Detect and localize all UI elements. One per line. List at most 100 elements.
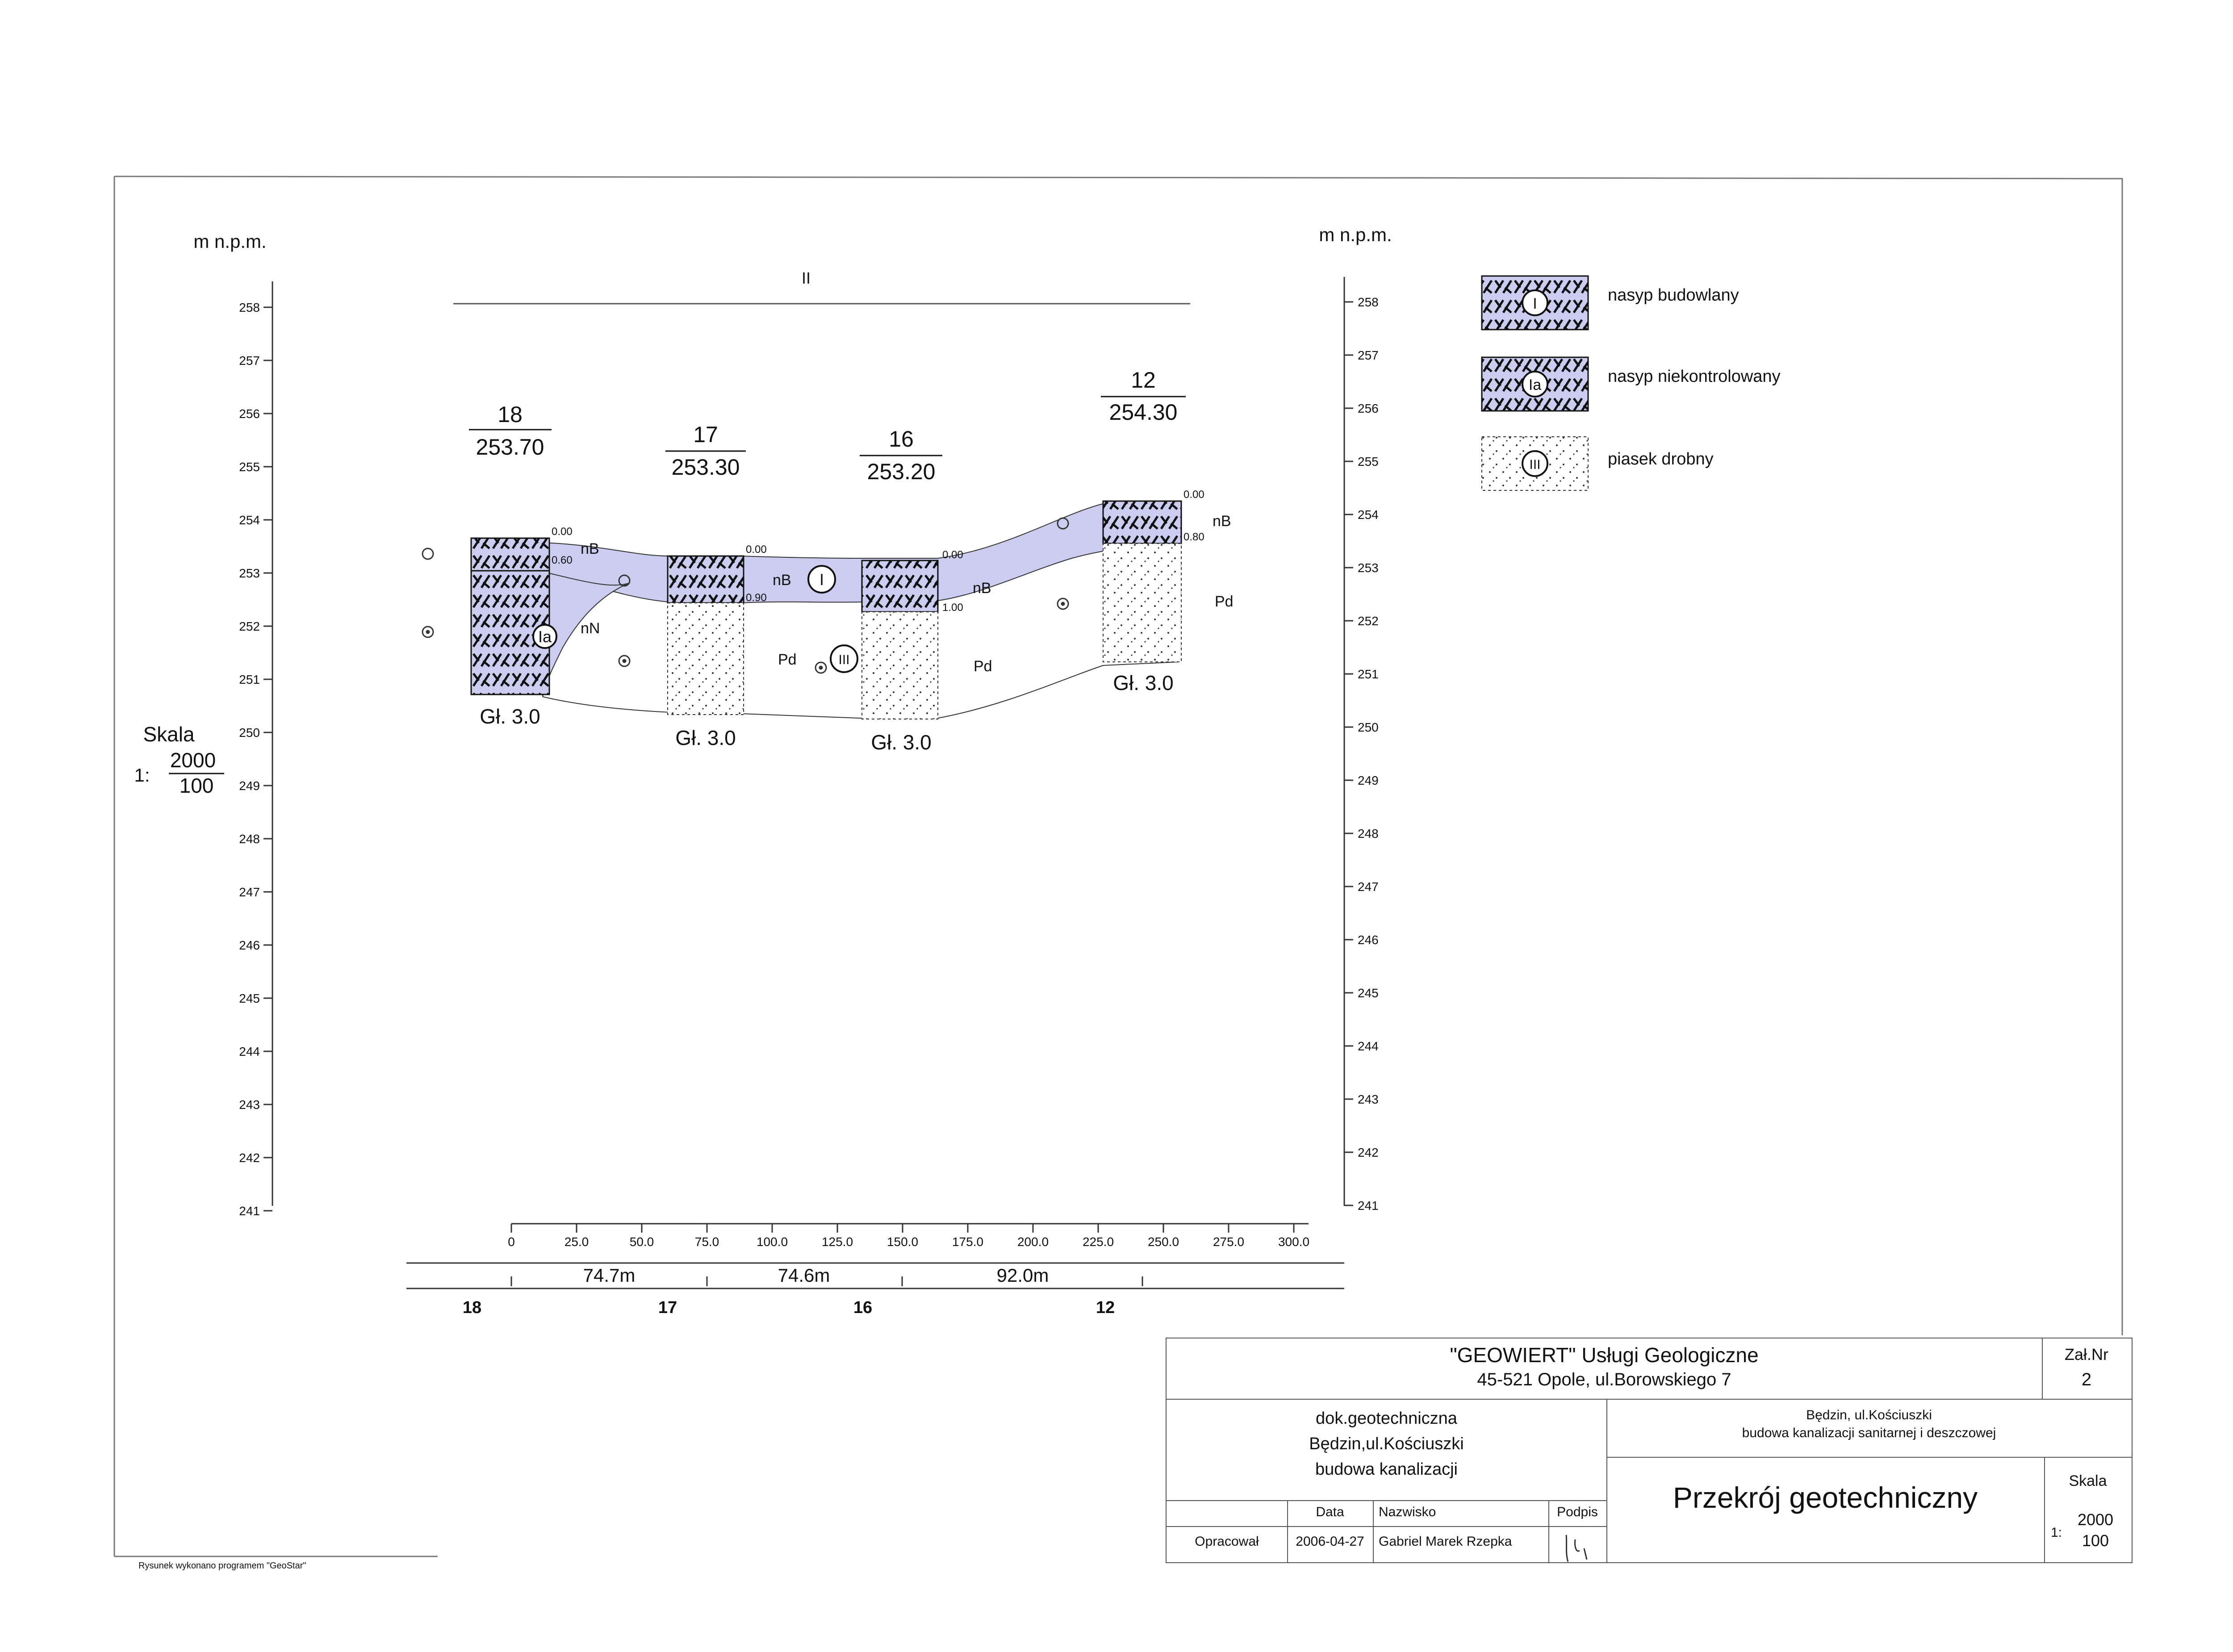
left-elevation-ticks: 258 257 256 255 254 253 252 251 250 249 248 247 246 2… bbox=[239, 301, 272, 1218]
tb-location-line2: budowa kanalizacji sanitarnej i deszczow… bbox=[1742, 1426, 1996, 1440]
tb-drawing-title: Przekrój geotechniczny bbox=[1673, 1481, 1978, 1514]
tb-role: Opracował bbox=[1195, 1534, 1259, 1549]
borehole-17-top-depth: 0.00 bbox=[746, 544, 767, 556]
tb-zal-value: 2 bbox=[2081, 1370, 2092, 1389]
tb-address: 45-521 Opole, ul.Borowskiego 7 bbox=[1477, 1370, 1731, 1389]
borehole-18-soil-code-marker bbox=[532, 624, 557, 649]
tb-signature bbox=[1565, 1535, 1588, 1562]
title-block: "GEOWIERT" Usługi Geologiczne 45-521 Opo… bbox=[1166, 1338, 2133, 1563]
right-tick-label-257: 257 bbox=[1358, 348, 1379, 362]
x-tick-label-10: 250.0 bbox=[1148, 1235, 1179, 1249]
label-Pd-3: Pd bbox=[1215, 593, 1234, 610]
right-tick-label-255: 255 bbox=[1358, 455, 1379, 468]
left-tick-label-243: 243 bbox=[239, 1098, 260, 1112]
right-tick-label-244: 244 bbox=[1358, 1039, 1379, 1053]
left-tick-label-242: 242 bbox=[239, 1151, 260, 1165]
borehole-17-boundary-depth: 0.90 bbox=[746, 592, 767, 604]
borehole-17 bbox=[667, 555, 744, 715]
left-tick-label-249: 249 bbox=[239, 779, 260, 793]
legend-code-Ia-marker bbox=[1522, 371, 1548, 397]
right-tick-label-246: 246 bbox=[1358, 933, 1379, 947]
borehole-12-layer-III bbox=[1103, 543, 1182, 662]
right-elevation-ticks: 258 257 256 255 254 253 252 251 250 249 248 247 246 2… bbox=[1344, 295, 1379, 1213]
x-tick-label-9: 225.0 bbox=[1083, 1235, 1114, 1249]
right-tick-label-250: 250 bbox=[1358, 720, 1379, 734]
tb-author: Gabriel Marek Rzepka bbox=[1379, 1534, 1512, 1549]
symbol-circle-6 bbox=[1057, 517, 1069, 530]
borehole-12-boundary-depth: 0.80 bbox=[1183, 531, 1204, 543]
borehole-16-layer-III bbox=[861, 611, 938, 719]
legend: I nasyp budowlany Ia nasyp niekontrolowa… bbox=[1481, 275, 1781, 491]
tb-scale-prefix: 1: bbox=[2051, 1525, 2062, 1540]
legend-code-I: I bbox=[1533, 295, 1537, 312]
borehole-16-top-depth: 0.00 bbox=[942, 549, 963, 561]
borehole-18: Ia bbox=[470, 537, 557, 695]
right-tick-label-256: 256 bbox=[1358, 401, 1379, 415]
right-axis-unit: m n.p.m. bbox=[1319, 224, 1392, 245]
left-tick-label-255: 255 bbox=[239, 460, 260, 474]
distance-18-17: 74.7m bbox=[583, 1265, 636, 1286]
x-tick-label-6: 150.0 bbox=[887, 1235, 918, 1249]
scale-vertical: 100 bbox=[180, 774, 214, 797]
tb-date: 2006-04-27 bbox=[1296, 1534, 1364, 1549]
left-tick-label-257: 257 bbox=[239, 354, 260, 368]
x-tick-label-2: 50.0 bbox=[630, 1235, 654, 1249]
left-tick-label-252: 252 bbox=[239, 619, 260, 633]
borehole-16-boundary-depth: 1.00 bbox=[942, 602, 963, 614]
left-tick-label-258: 258 bbox=[239, 301, 260, 314]
right-tick-label-243: 243 bbox=[1358, 1092, 1379, 1106]
left-tick-label-245: 245 bbox=[239, 991, 260, 1005]
footer-note: Rysunek wykonano programem "GeoStar" bbox=[138, 1561, 306, 1571]
right-tick-label-258: 258 bbox=[1358, 295, 1379, 309]
scale-label: Skala bbox=[143, 723, 194, 746]
left-tick-label-244: 244 bbox=[239, 1045, 260, 1058]
legend-code-III-marker bbox=[1522, 450, 1548, 477]
borehole-12-elevation: 254.30 bbox=[1109, 400, 1178, 425]
x-tick-label-8: 200.0 bbox=[1017, 1235, 1049, 1249]
symbol-circle-2 bbox=[422, 626, 434, 638]
borehole-18-boundary-depth: 0.60 bbox=[552, 554, 573, 566]
right-tick-label-249: 249 bbox=[1358, 774, 1379, 787]
right-tick-label-242: 242 bbox=[1358, 1146, 1379, 1159]
tb-col-data: Data bbox=[1316, 1505, 1344, 1519]
label-nN: nN bbox=[581, 620, 600, 637]
borehole-12-number: 12 bbox=[1131, 368, 1156, 393]
borehole-16-layer-I bbox=[861, 560, 939, 613]
left-scale: Skala 1: 2000 100 bbox=[134, 723, 224, 797]
borehole-17-depth: Gł. 3.0 bbox=[675, 726, 736, 749]
frame-top-right bbox=[114, 176, 2123, 1335]
distance-16-12: 92.0m bbox=[997, 1265, 1049, 1286]
soil-code-III: III bbox=[838, 652, 849, 667]
soil-code-I-marker bbox=[807, 565, 836, 594]
soil-state-labels: nB nN nB nB nB Pd Pd Pd bbox=[581, 513, 1234, 675]
borehole-16-elevation: 253.20 bbox=[867, 459, 936, 484]
left-tick-label-253: 253 bbox=[239, 566, 260, 580]
label-nB-4: nB bbox=[1213, 513, 1231, 530]
strip-borehole-16: 16 bbox=[853, 1298, 872, 1317]
tb-scale-v: 100 bbox=[2082, 1531, 2109, 1550]
legend-label-III: piasek drobny bbox=[1608, 450, 1714, 468]
right-tick-label-254: 254 bbox=[1358, 508, 1379, 522]
x-tick-label-0: 0 bbox=[508, 1235, 515, 1249]
x-tick-label-3: 75.0 bbox=[695, 1235, 719, 1249]
strip-borehole-12: 12 bbox=[1096, 1298, 1115, 1317]
x-tick-label-12: 300.0 bbox=[1278, 1235, 1309, 1249]
right-tick-label-248: 248 bbox=[1358, 827, 1379, 841]
borehole-12 bbox=[1102, 500, 1182, 662]
left-tick-label-251: 251 bbox=[239, 673, 260, 686]
tb-col-nazwisko: Nazwisko bbox=[1379, 1505, 1436, 1519]
borehole-12-top-depth: 0.00 bbox=[1183, 489, 1204, 501]
borehole-18-top-depth: 0.00 bbox=[552, 526, 573, 538]
x-tick-label-11: 275.0 bbox=[1213, 1235, 1244, 1249]
left-tick-label-246: 246 bbox=[239, 938, 260, 952]
right-tick-label-252: 252 bbox=[1358, 614, 1379, 628]
borehole-18-elevation: 253.70 bbox=[476, 435, 544, 460]
x-tick-label-1: 25.0 bbox=[565, 1235, 589, 1249]
borehole-17-layer-I bbox=[667, 555, 744, 604]
symbol-circle-1 bbox=[422, 548, 434, 560]
x-tick-label-4: 100.0 bbox=[757, 1235, 788, 1249]
right-tick-label-253: 253 bbox=[1358, 561, 1379, 575]
strip-borehole-17: 17 bbox=[658, 1298, 677, 1317]
symbol-circle-4 bbox=[618, 655, 631, 667]
label-Pd-2: Pd bbox=[974, 658, 992, 675]
